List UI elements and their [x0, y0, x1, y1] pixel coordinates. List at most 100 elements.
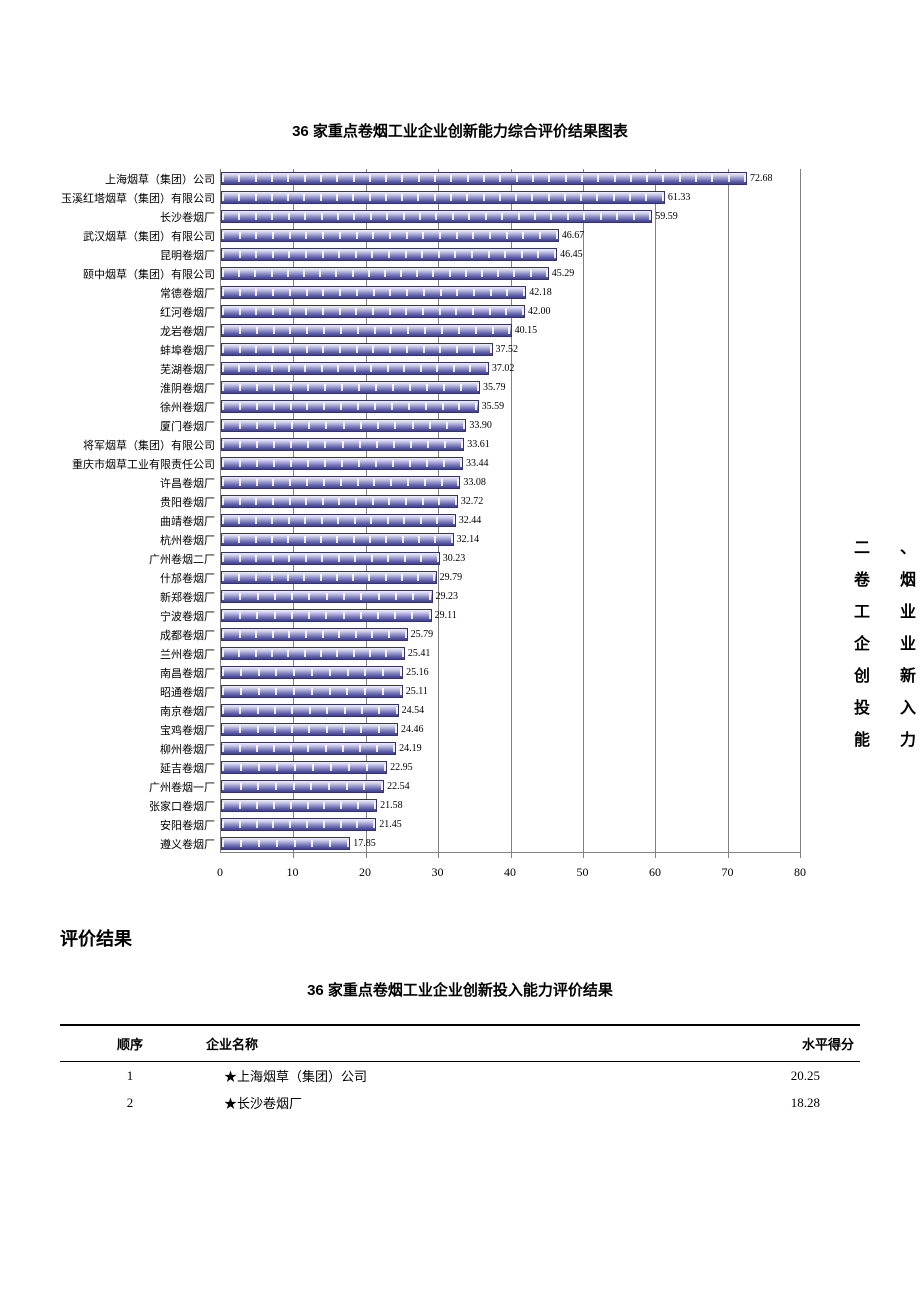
- chart-bar: 61.33: [221, 191, 665, 204]
- chart-value-label: 40.15: [515, 325, 538, 336]
- chart-value-label: 45.29: [552, 268, 575, 279]
- table-cell-rank: 2: [60, 1089, 200, 1116]
- chart-value-label: 24.54: [402, 705, 425, 716]
- chart-y-label: 兰州卷烟厂: [61, 646, 215, 662]
- side-text-line: 卷烟: [854, 565, 916, 597]
- chart-bar: 35.59: [221, 400, 479, 413]
- chart-bar-row: 昭通卷烟厂25.11: [221, 682, 800, 701]
- chart-value-label: 29.79: [440, 572, 463, 583]
- chart-value-label: 25.11: [406, 686, 428, 697]
- chart-bar: 33.90: [221, 419, 466, 432]
- chart-value-label: 25.41: [408, 648, 431, 659]
- side-text-line: 投入: [854, 693, 916, 725]
- chart-x-tick-label: 50: [577, 865, 589, 880]
- side-text-line: 工业: [854, 597, 916, 629]
- chart-bar-row: 龙岩卷烟厂40.15: [221, 321, 800, 340]
- chart-value-label: 21.58: [380, 800, 403, 811]
- chart-bar: 25.79: [221, 628, 408, 641]
- side-text-line: 能力: [854, 725, 916, 757]
- table-cell-score: 20.25: [720, 1062, 860, 1090]
- chart-bar-row: 广州卷烟一厂22.54: [221, 777, 800, 796]
- chart-value-label: 46.67: [562, 230, 585, 241]
- table-row: 1★上海烟草（集团）公司20.25: [60, 1062, 860, 1090]
- chart-y-label: 厦门卷烟厂: [61, 418, 215, 434]
- chart-value-label: 59.59: [655, 211, 678, 222]
- chart-bar: 25.11: [221, 685, 403, 698]
- chart-title: 36 家重点卷烟工业企业创新能力综合评价结果图表: [60, 120, 860, 141]
- chart-bar: 45.29: [221, 267, 549, 280]
- chart-value-label: 29.11: [435, 610, 457, 621]
- chart-y-label: 淮阴卷烟厂: [61, 380, 215, 396]
- table-row: 2★长沙卷烟厂18.28: [60, 1089, 860, 1116]
- chart-value-label: 42.00: [528, 306, 551, 317]
- chart-bar-row: 重庆市烟草工业有限责任公司33.44: [221, 454, 800, 473]
- chart-y-label: 南京卷烟厂: [61, 703, 215, 719]
- chart-bar-row: 长沙卷烟厂59.59: [221, 207, 800, 226]
- chart-bar-row: 宁波卷烟厂29.11: [221, 606, 800, 625]
- chart-y-label: 徐州卷烟厂: [61, 399, 215, 415]
- chart-bar: 72.68: [221, 172, 747, 185]
- chart-y-label: 什邡卷烟厂: [61, 570, 215, 586]
- chart-bar: 29.11: [221, 609, 432, 622]
- chart-bar-row: 昆明卷烟厂46.45: [221, 245, 800, 264]
- chart-bar-row: 许昌卷烟厂33.08: [221, 473, 800, 492]
- chart-x-axis: 01020304050607080: [220, 853, 800, 883]
- table-header-name: 企业名称: [200, 1025, 720, 1062]
- section-heading: 评价结果: [60, 925, 860, 951]
- chart-value-label: 37.02: [492, 363, 515, 374]
- chart-bar: 32.72: [221, 495, 458, 508]
- chart-value-label: 42.18: [529, 287, 552, 298]
- chart-value-label: 22.54: [387, 781, 410, 792]
- chart-value-label: 46.45: [560, 249, 583, 260]
- chart-y-label: 武汉烟草（集团）有限公司: [61, 228, 215, 244]
- chart-value-label: 22.95: [390, 762, 413, 773]
- chart-bar: 21.45: [221, 818, 376, 831]
- chart-bar-row: 常德卷烟厂42.18: [221, 283, 800, 302]
- chart-value-label: 35.79: [483, 382, 506, 393]
- chart-bar-row: 宝鸡卷烟厂24.46: [221, 720, 800, 739]
- chart-bar: 33.08: [221, 476, 460, 489]
- chart-value-label: 32.72: [461, 496, 484, 507]
- chart-y-label: 宁波卷烟厂: [61, 608, 215, 624]
- table-header-rank: 顺序: [60, 1025, 200, 1062]
- chart-x-tick-label: 0: [217, 865, 223, 880]
- chart-value-label: 17.85: [353, 838, 376, 849]
- chart-value-label: 61.33: [668, 192, 691, 203]
- table-cell-name: ★上海烟草（集团）公司: [200, 1062, 720, 1090]
- chart-value-label: 72.68: [750, 173, 773, 184]
- chart-y-label: 曲靖卷烟厂: [61, 513, 215, 529]
- chart-bar: 42.18: [221, 286, 526, 299]
- chart-value-label: 33.08: [463, 477, 486, 488]
- chart-bar-row: 厦门卷烟厂33.90: [221, 416, 800, 435]
- chart-y-label: 杭州卷烟厂: [61, 532, 215, 548]
- chart-bar-row: 玉溪红塔烟草（集团）有限公司61.33: [221, 188, 800, 207]
- chart-y-label: 将军烟草（集团）有限公司: [61, 437, 215, 453]
- chart-value-label: 24.46: [401, 724, 424, 735]
- chart-bar: 42.00: [221, 305, 525, 318]
- chart-x-tick-label: 20: [359, 865, 371, 880]
- chart-gridline: [800, 169, 801, 858]
- chart-y-label: 蚌埠卷烟厂: [61, 342, 215, 358]
- chart-value-label: 30.23: [443, 553, 466, 564]
- chart-bar-row: 柳州卷烟厂24.19: [221, 739, 800, 758]
- chart-bar: 21.58: [221, 799, 377, 812]
- chart-bar-row: 广州卷烟二厂30.23: [221, 549, 800, 568]
- chart-y-label: 柳州卷烟厂: [61, 741, 215, 757]
- chart-value-label: 33.90: [469, 420, 492, 431]
- chart-bar: 32.44: [221, 514, 456, 527]
- chart-bar: 46.45: [221, 248, 557, 261]
- chart-bar: 46.67: [221, 229, 559, 242]
- chart-y-label: 许昌卷烟厂: [61, 475, 215, 491]
- chart-bar: 29.79: [221, 571, 437, 584]
- chart-y-label: 上海烟草（集团）公司: [61, 171, 215, 187]
- chart-bar-row: 红河卷烟厂42.00: [221, 302, 800, 321]
- chart-bar-row: 安阳卷烟厂21.45: [221, 815, 800, 834]
- table-cell-rank: 1: [60, 1062, 200, 1090]
- chart-plot: 上海烟草（集团）公司72.68玉溪红塔烟草（集团）有限公司61.33长沙卷烟厂5…: [220, 169, 800, 853]
- chart-bar-row: 上海烟草（集团）公司72.68: [221, 169, 800, 188]
- chart-x-tick-label: 70: [722, 865, 734, 880]
- chart-value-label: 21.45: [379, 819, 402, 830]
- chart-bar: 37.02: [221, 362, 489, 375]
- chart-y-label: 重庆市烟草工业有限责任公司: [61, 456, 215, 472]
- chart-bar-row: 芜湖卷烟厂37.02: [221, 359, 800, 378]
